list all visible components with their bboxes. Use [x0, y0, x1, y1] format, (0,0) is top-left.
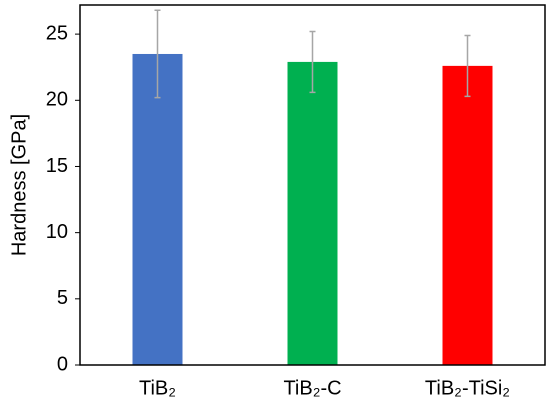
- bar: [442, 65, 493, 365]
- x-tick-label: TiB₂-TiSi₂: [425, 377, 510, 399]
- y-tick-label: 15: [46, 155, 68, 177]
- bar: [287, 61, 338, 365]
- bar: [132, 53, 183, 366]
- y-tick-label: 20: [46, 89, 68, 111]
- y-tick-label: 0: [57, 353, 68, 375]
- x-tick-label: TiB₂-C: [283, 377, 341, 399]
- x-tick-label: TiB₂: [139, 377, 176, 399]
- y-axis-label: Hardness [GPa]: [8, 114, 30, 256]
- plot-frame: [79, 4, 546, 366]
- error-bar: [309, 30, 316, 94]
- error-bar: [464, 34, 471, 98]
- error-bar: [154, 9, 161, 99]
- y-tick-label: 25: [46, 22, 68, 44]
- y-tick-label: 10: [46, 221, 68, 243]
- y-tick-label: 5: [57, 287, 68, 309]
